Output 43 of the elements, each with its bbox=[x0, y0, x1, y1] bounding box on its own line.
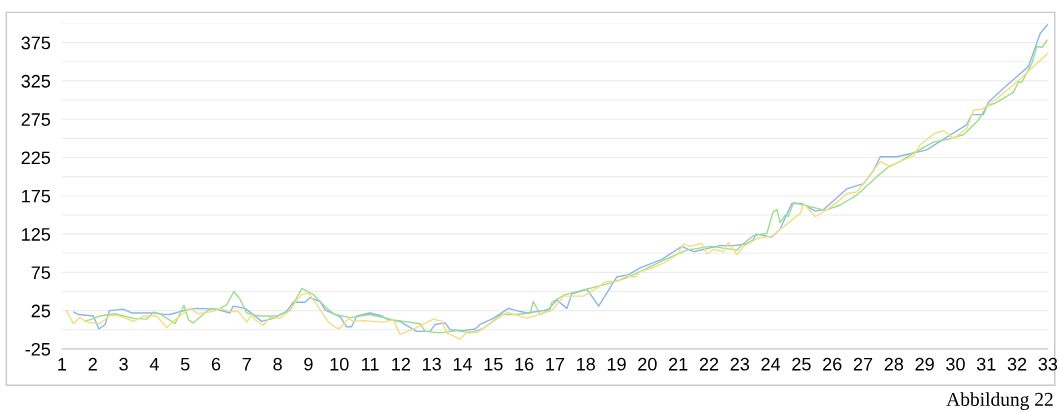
x-tick-label: 24 bbox=[761, 357, 781, 371]
x-tick-label: 16 bbox=[515, 357, 534, 371]
x-tick-label: 15 bbox=[484, 357, 503, 371]
x-tick-label: 27 bbox=[853, 357, 873, 371]
x-tick-label: 4 bbox=[149, 357, 159, 371]
x-tick-label: 5 bbox=[180, 357, 190, 371]
y-tick-label: 25 bbox=[31, 304, 51, 318]
x-tick-label: 2 bbox=[88, 357, 97, 371]
x-tick-label: 13 bbox=[423, 357, 441, 371]
y-tick-label: 75 bbox=[31, 266, 51, 280]
x-tick-label: 31 bbox=[976, 357, 996, 371]
x-tick-label: 8 bbox=[273, 357, 282, 371]
x-tick-label: 20 bbox=[638, 357, 657, 371]
x-tick-label: 19 bbox=[607, 357, 626, 371]
y-tick-label: 375 bbox=[21, 36, 51, 50]
x-tick-label: 14 bbox=[453, 357, 472, 371]
x-tick-label: 30 bbox=[946, 357, 965, 371]
x-tick-label: 6 bbox=[211, 357, 221, 371]
x-tick-label: 9 bbox=[304, 357, 313, 371]
x-tick-label: 26 bbox=[823, 357, 842, 371]
x-tick-label: 1 bbox=[58, 357, 67, 371]
x-tick-label: 21 bbox=[669, 357, 688, 371]
x-tick-label: 29 bbox=[915, 357, 934, 371]
x-tick-label: 17 bbox=[546, 357, 565, 371]
x-tick-label: 33 bbox=[1038, 357, 1058, 371]
y-tick-label: 125 bbox=[22, 228, 51, 241]
x-tick-label: 32 bbox=[1007, 357, 1027, 371]
text: Abbildung 22 bbox=[946, 392, 1053, 410]
y-tick-label: 225 bbox=[21, 151, 51, 165]
x-tick-label: 10 bbox=[330, 357, 349, 371]
y-tick-label: 325 bbox=[21, 74, 51, 88]
x-tick-label: 12 bbox=[392, 357, 410, 371]
x-tick-label: 7 bbox=[242, 357, 251, 371]
y-tick-label: -25 bbox=[25, 342, 51, 356]
x-tick-label: 22 bbox=[699, 357, 719, 371]
x-tick-label: 28 bbox=[884, 357, 904, 371]
y-tick-label: 275 bbox=[21, 113, 51, 126]
x-tick-label: 25 bbox=[792, 357, 811, 371]
x-tick-label: 18 bbox=[577, 357, 595, 371]
x-tick-label: 23 bbox=[730, 357, 750, 371]
x-tick-label: 11 bbox=[362, 357, 379, 371]
y-tick-label: 175 bbox=[22, 189, 51, 203]
x-tick-label: 3 bbox=[119, 357, 128, 371]
